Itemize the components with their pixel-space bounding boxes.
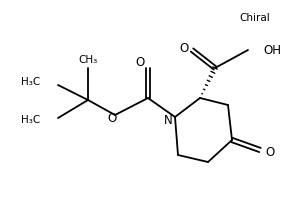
Text: O: O	[107, 112, 117, 125]
Text: N: N	[164, 113, 172, 126]
Text: O: O	[135, 56, 145, 69]
Text: O: O	[266, 146, 274, 159]
Text: CH₃: CH₃	[78, 55, 98, 65]
Text: OH: OH	[263, 44, 281, 57]
Text: H₃C: H₃C	[21, 115, 40, 125]
Text: Chiral: Chiral	[240, 13, 270, 23]
Text: O: O	[179, 42, 189, 55]
Text: H₃C: H₃C	[21, 77, 40, 87]
